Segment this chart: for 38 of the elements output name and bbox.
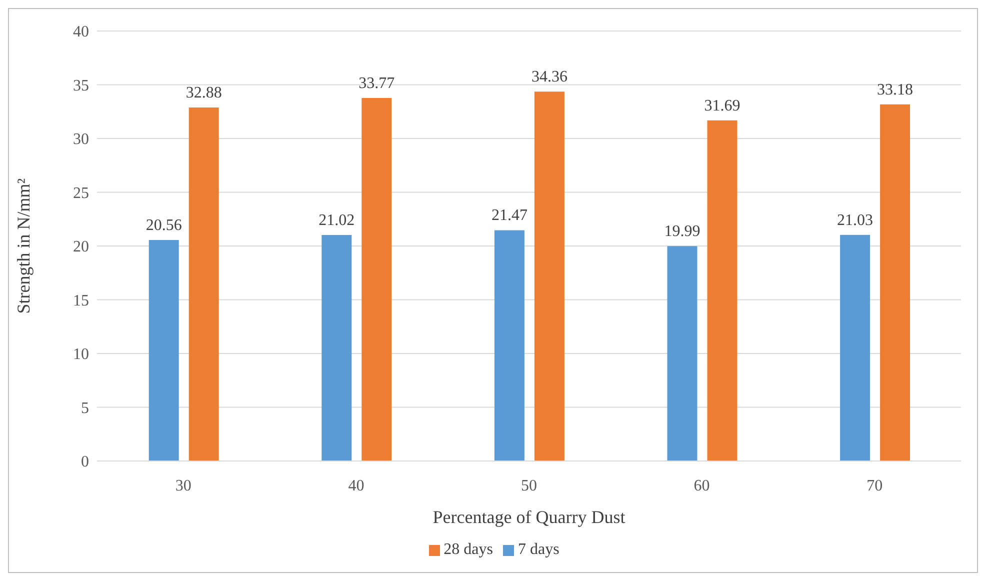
data-label: 21.03 [837, 212, 874, 229]
y-tick-label: 30 [73, 131, 89, 148]
bar [148, 240, 179, 461]
x-tick-label: 60 [694, 477, 710, 494]
legend-label: 7 days [518, 541, 560, 558]
x-axis-title: Percentage of Quarry Dust [432, 507, 626, 527]
bar [188, 108, 219, 461]
bar [362, 98, 392, 461]
x-tick-label: 70 [866, 477, 883, 494]
bar [322, 235, 352, 461]
y-tick-label: 25 [73, 184, 89, 202]
legend-label: 28 days [444, 541, 493, 558]
y-tick-label: 40 [73, 24, 89, 41]
data-label: 33.18 [877, 81, 914, 98]
x-tick-label: 50 [521, 477, 537, 494]
y-tick-label: 5 [81, 400, 89, 417]
y-axis-title: Strength in N/mm² [13, 178, 34, 314]
data-label: 31.69 [704, 97, 740, 114]
x-tick-label: 30 [175, 477, 192, 494]
bar [534, 92, 564, 461]
data-label: 33.77 [358, 74, 395, 92]
y-tick-label: 0 [81, 454, 89, 471]
bar [707, 120, 738, 461]
bar [840, 234, 870, 461]
x-tick-label: 40 [348, 477, 364, 494]
bar [494, 230, 524, 461]
y-tick-label: 15 [73, 292, 89, 310]
y-tick-label: 35 [73, 77, 89, 94]
data-label: 19.99 [664, 223, 700, 240]
bar [880, 104, 910, 461]
y-tick-label: 10 [73, 346, 89, 364]
data-label: 21.47 [491, 207, 528, 224]
bar [667, 246, 698, 461]
data-label: 21.02 [318, 212, 355, 230]
data-label: 34.36 [531, 68, 568, 86]
data-label: 20.56 [146, 216, 182, 234]
data-label: 32.88 [186, 84, 222, 102]
y-tick-label: 20 [73, 238, 89, 256]
